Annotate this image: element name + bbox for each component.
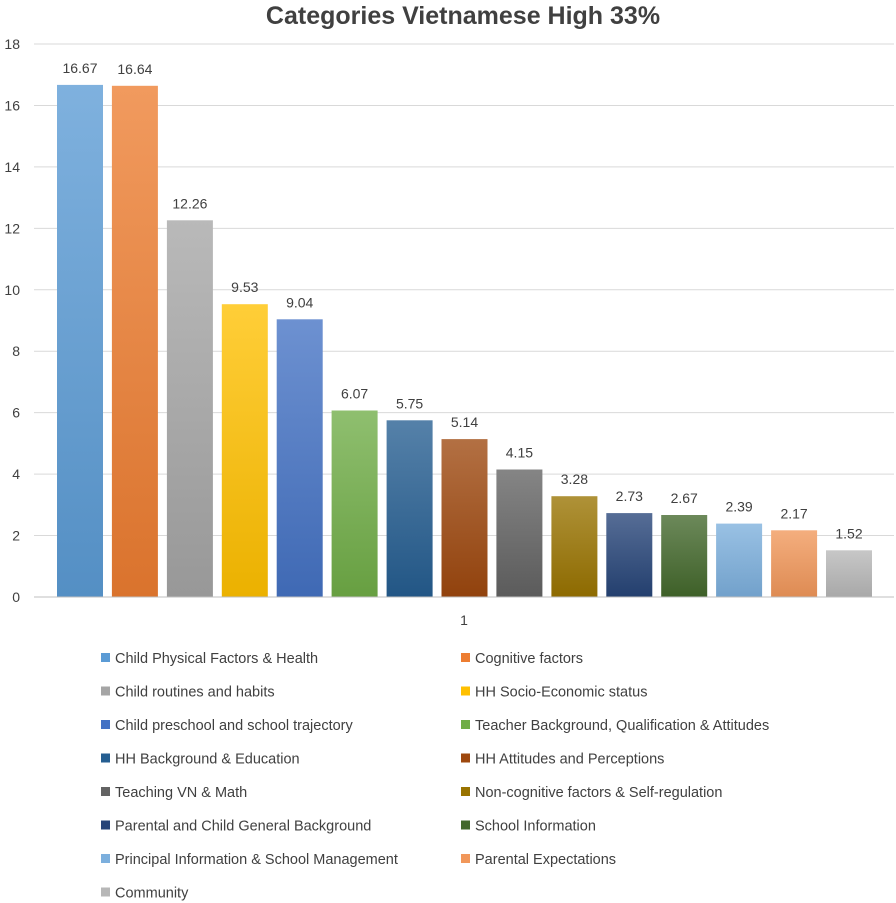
legend-swatch	[101, 720, 110, 729]
y-tick-label: 2	[12, 528, 20, 544]
legend-swatch	[101, 820, 110, 830]
x-tick-label: 1	[460, 612, 468, 628]
bar	[606, 513, 653, 597]
data-label: 2.67	[671, 490, 698, 506]
legend-label: Principal Information & School Managemen…	[115, 852, 398, 868]
legend-swatch	[461, 753, 470, 763]
legend-swatch	[101, 887, 110, 897]
legend-label: Non-cognitive factors & Self-regulation	[475, 785, 722, 801]
legend-label: HH Attitudes and Perceptions	[475, 752, 664, 768]
data-labels: 16.67 16.64 12.26 9.53 9.04 6.07 5.75 5.14 4.15 3…	[62, 60, 862, 541]
data-label: 2.17	[780, 505, 807, 521]
legend-swatch	[101, 653, 110, 662]
bar	[716, 523, 763, 597]
data-label: 16.64	[117, 61, 152, 77]
bar	[166, 220, 213, 598]
y-tick-label: 12	[4, 220, 20, 236]
legend-label: Child Physical Factors & Health	[115, 651, 318, 667]
bar	[111, 85, 158, 598]
legend: Child Physical Factors & Health Cognitive…	[101, 651, 769, 902]
y-tick-label: 14	[4, 159, 20, 175]
data-label: 6.07	[341, 386, 368, 402]
bar	[771, 530, 818, 597]
legend-label: School Information	[475, 819, 596, 835]
bar	[551, 496, 598, 597]
bar	[221, 304, 268, 597]
legend-label: HH Socio-Economic status	[475, 685, 647, 701]
legend-swatch	[101, 753, 110, 763]
legend-label: Teaching VN & Math	[115, 785, 247, 801]
y-tick-label: 18	[4, 36, 20, 52]
legend-swatch	[461, 720, 470, 729]
bar	[331, 410, 378, 597]
bar	[496, 469, 543, 597]
bar	[386, 420, 433, 597]
bar	[661, 515, 708, 597]
legend-label: Cognitive factors	[475, 651, 583, 667]
data-label: 4.15	[506, 445, 533, 461]
data-label: 1.52	[835, 525, 862, 541]
bar	[276, 319, 323, 597]
legend-swatch	[461, 787, 470, 796]
data-label: 2.39	[725, 499, 752, 515]
legend-swatch	[461, 653, 470, 662]
legend-label: Parental Expectations	[475, 852, 616, 868]
legend-swatch	[461, 686, 470, 696]
data-label: 9.04	[286, 294, 313, 310]
legend-label: HH Background & Education	[115, 752, 300, 768]
legend-label: Community	[115, 886, 189, 902]
bar	[57, 84, 103, 597]
data-label: 3.28	[561, 471, 588, 487]
legend-label: Teacher Background, Qualification & Atti…	[475, 718, 769, 734]
bar	[826, 550, 872, 597]
legend-swatch	[101, 787, 110, 796]
legend-label: Parental and Child General Background	[115, 819, 371, 835]
data-label: 2.73	[616, 488, 643, 504]
legend-swatch	[461, 820, 470, 830]
data-label: 12.26	[172, 195, 207, 211]
y-axis-ticks: 0 2 4 6 8 10 12 14 16 18	[4, 36, 20, 605]
legend-label: Child preschool and school trajectory	[115, 718, 354, 734]
legend-swatch	[461, 854, 470, 863]
data-label: 16.67	[62, 60, 97, 76]
chart-title: Categories Vietnamese High 33%	[266, 2, 660, 30]
legend-swatch	[101, 854, 110, 863]
legend-label: Child routines and habits	[115, 685, 275, 701]
y-tick-label: 10	[4, 282, 20, 298]
y-tick-label: 16	[4, 97, 20, 113]
y-tick-label: 4	[12, 466, 20, 482]
bars	[57, 84, 872, 598]
y-tick-label: 0	[12, 589, 20, 605]
bar	[441, 439, 488, 597]
y-tick-label: 8	[12, 343, 20, 359]
legend-swatch	[101, 686, 110, 696]
y-tick-label: 6	[12, 405, 20, 421]
data-label: 5.14	[451, 414, 478, 430]
data-label: 9.53	[231, 279, 258, 295]
data-label: 5.75	[396, 395, 423, 411]
